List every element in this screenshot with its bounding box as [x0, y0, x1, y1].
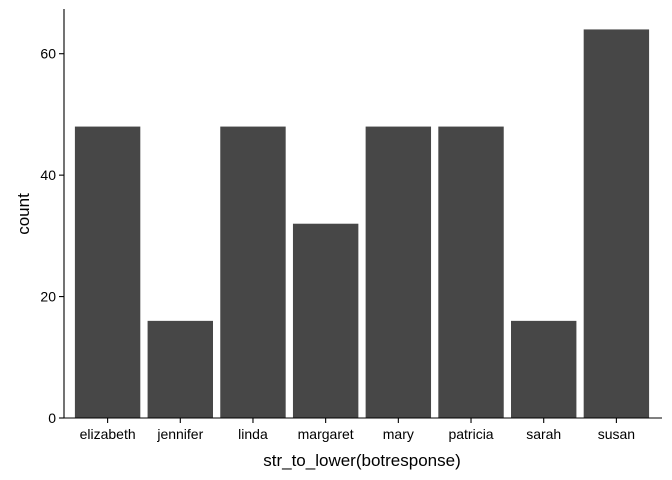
y-tick-label: 40: [40, 167, 56, 183]
x-ticks: elizabeth jennifer linda margaret mary patric…: [80, 418, 635, 442]
bar-susan: [583, 29, 650, 419]
y-tick-label: 0: [48, 410, 56, 426]
x-tick-label-jennifer: jennifer: [156, 426, 203, 442]
bar-jennifer: [147, 320, 213, 418]
x-tick-label-sarah: sarah: [526, 426, 561, 442]
bar-patricia: [438, 126, 504, 418]
y-tick-label: 20: [40, 289, 56, 305]
x-tick-label-susan: susan: [598, 426, 635, 442]
x-tick-label-elizabeth: elizabeth: [80, 426, 136, 442]
bar-sarah: [511, 320, 577, 418]
x-tick-label-linda: linda: [238, 426, 268, 442]
y-axis-title: count: [14, 193, 33, 235]
axes-layer: [63, 9, 662, 419]
x-tick-label-margaret: margaret: [298, 426, 354, 442]
bar-margaret: [292, 223, 359, 418]
y-ticks: 0 20 40 60: [40, 46, 64, 426]
bar-linda: [220, 126, 286, 418]
x-tick-label-patricia: patricia: [448, 426, 493, 442]
bars-layer: [74, 29, 650, 419]
bar-elizabeth: [74, 126, 141, 418]
bar-mary: [365, 126, 432, 418]
x-axis-title: str_to_lower(botresponse): [263, 451, 460, 470]
x-tick-label-mary: mary: [383, 426, 414, 442]
y-tick-label: 60: [40, 46, 56, 62]
